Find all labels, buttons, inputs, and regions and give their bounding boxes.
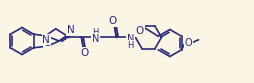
Text: O: O <box>135 26 144 36</box>
Text: N: N <box>42 35 50 45</box>
Text: N: N <box>91 34 99 44</box>
Text: O: O <box>108 16 116 26</box>
Text: S: S <box>44 38 50 48</box>
Text: O: O <box>184 38 191 48</box>
Text: O: O <box>80 48 88 58</box>
Text: N: N <box>126 34 134 44</box>
Text: H: H <box>92 28 98 37</box>
Text: N: N <box>67 25 74 35</box>
Text: H: H <box>127 41 133 50</box>
